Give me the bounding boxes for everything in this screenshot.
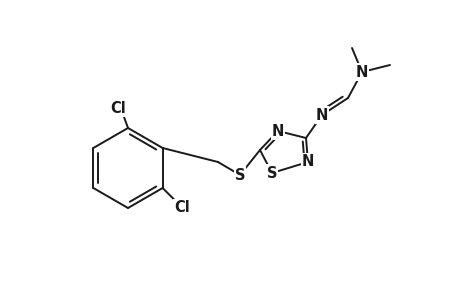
Text: Cl: Cl <box>110 101 126 116</box>
Text: N: N <box>355 64 367 80</box>
Text: N: N <box>271 124 284 139</box>
Text: N: N <box>315 107 327 122</box>
Text: S: S <box>234 167 245 182</box>
Text: S: S <box>266 166 277 181</box>
Text: N: N <box>301 154 313 169</box>
Text: Cl: Cl <box>174 200 190 215</box>
